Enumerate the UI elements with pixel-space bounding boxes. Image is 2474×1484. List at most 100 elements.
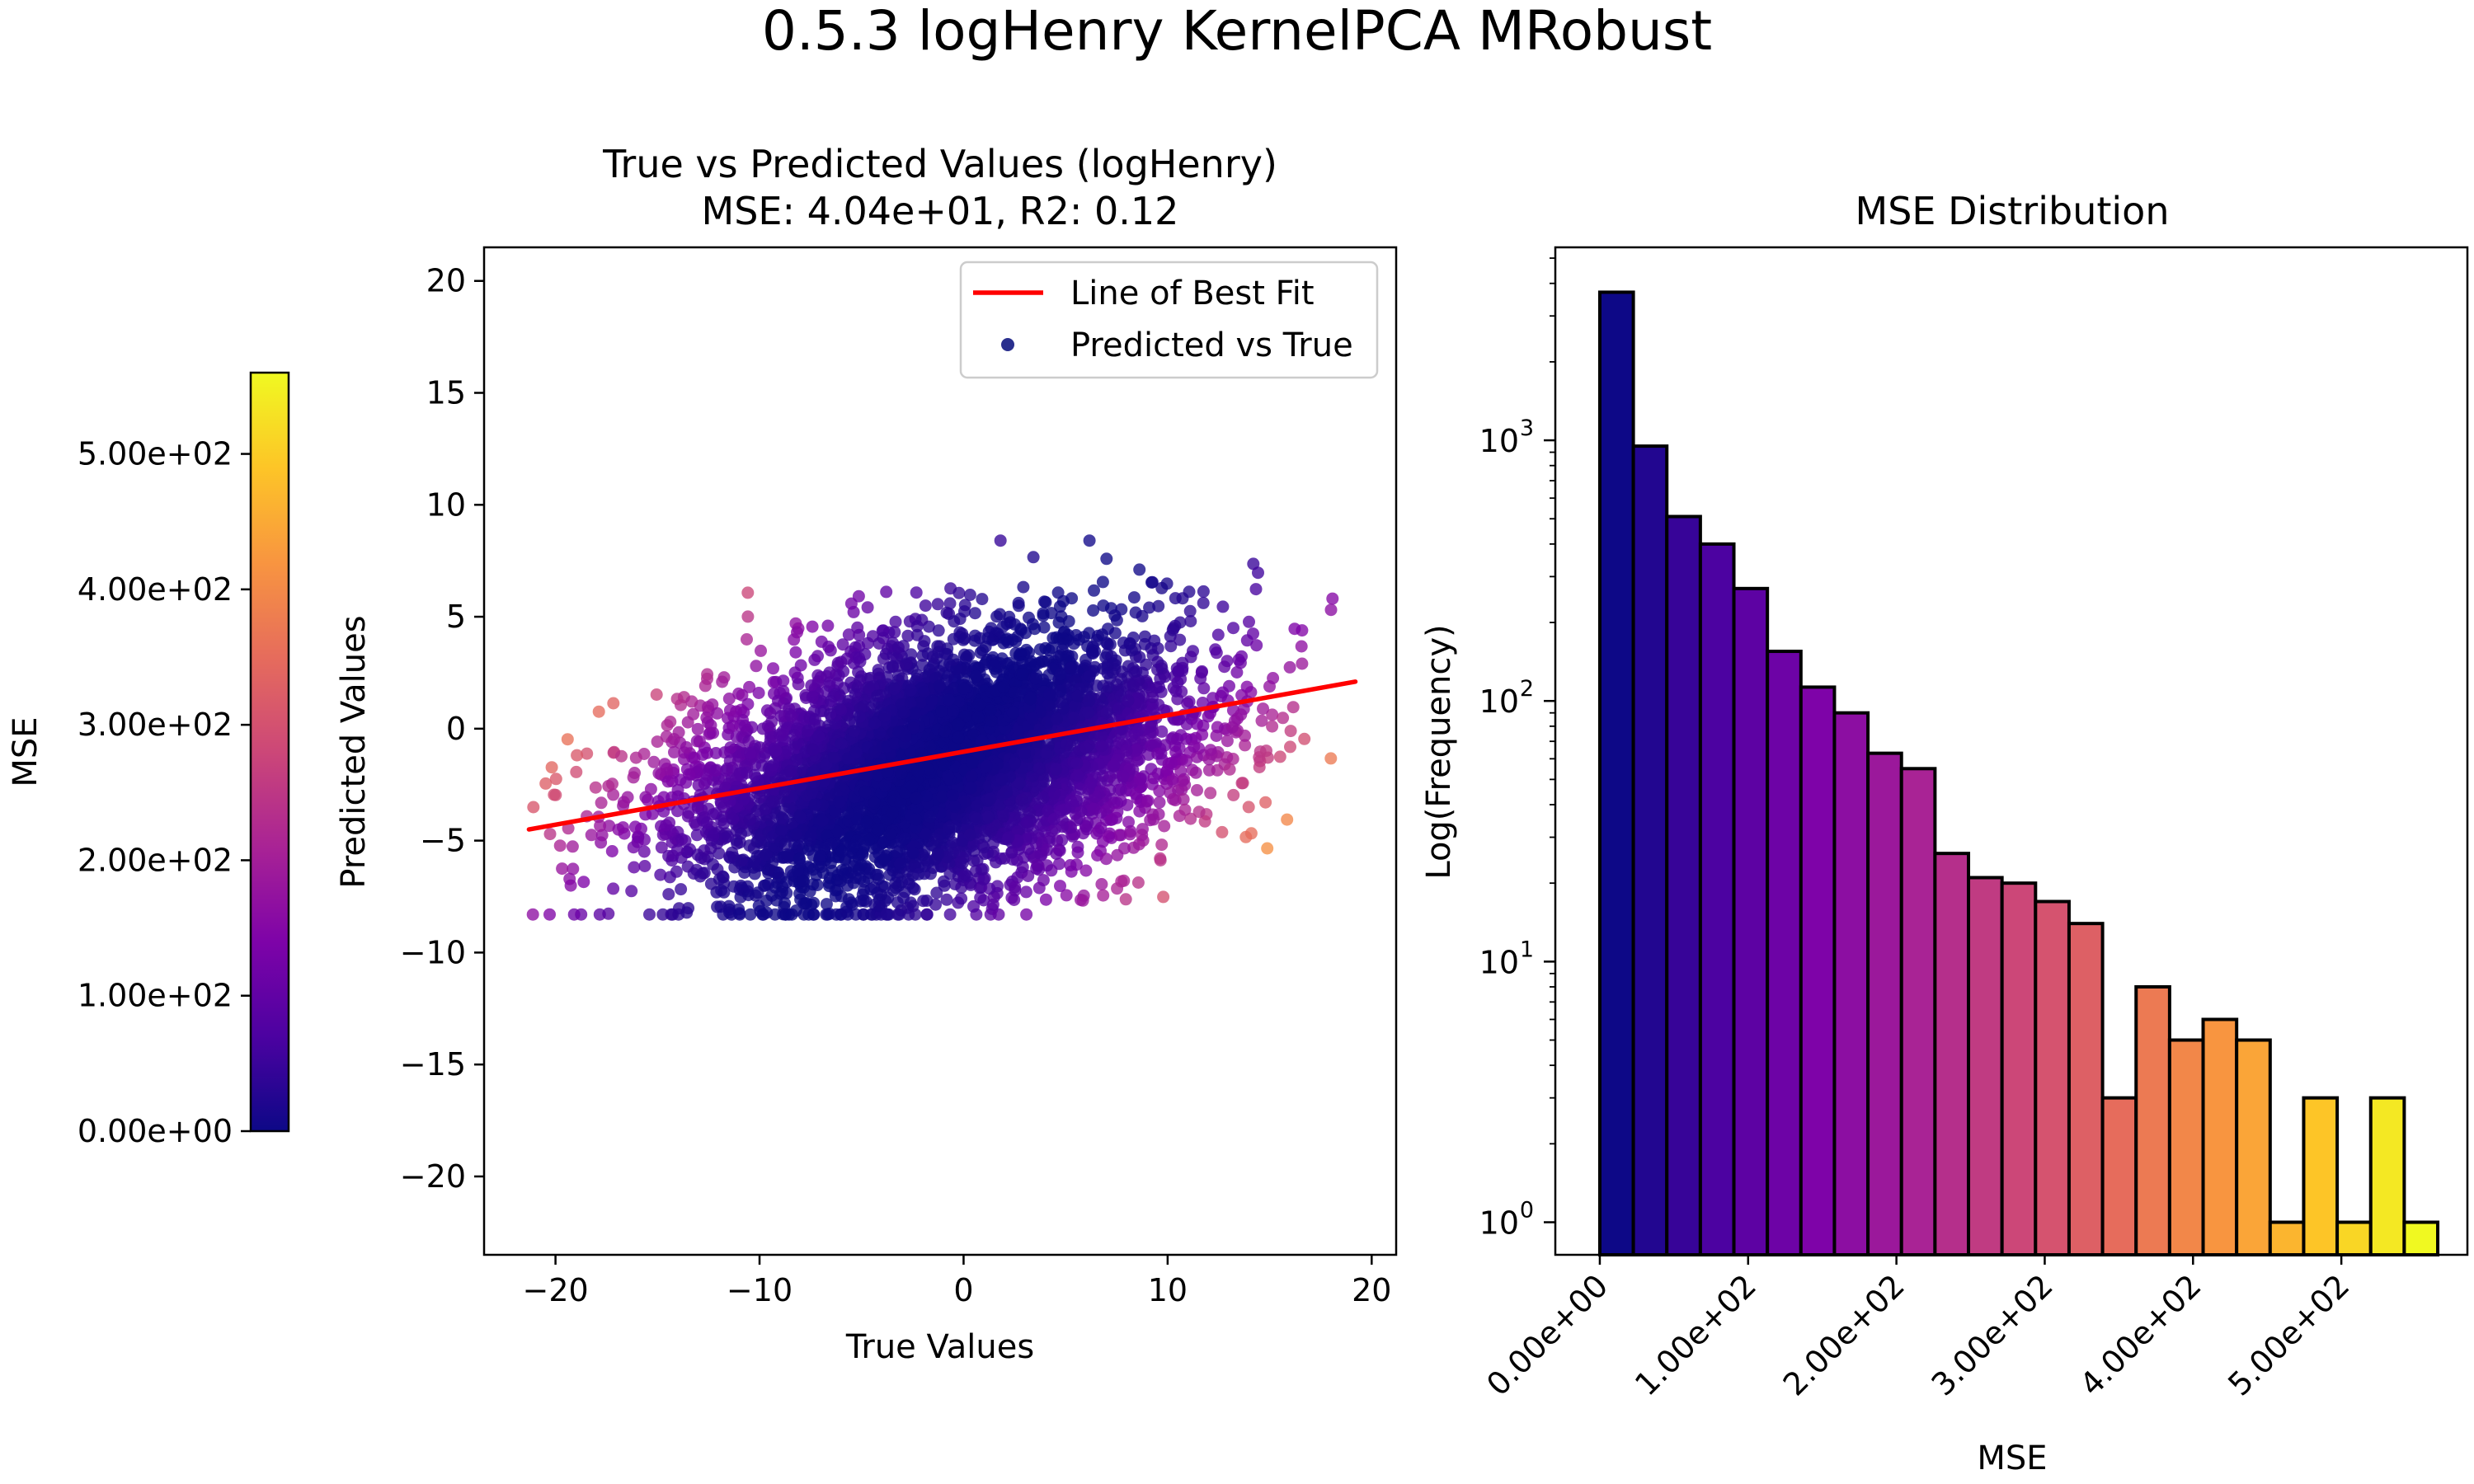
scatter-point xyxy=(915,613,929,627)
scatter-point xyxy=(1103,638,1117,651)
scatter-point xyxy=(615,749,628,763)
scatter-point xyxy=(978,658,991,671)
scatter-point xyxy=(1169,684,1183,697)
scatter-point xyxy=(1196,665,1208,678)
scatter-point xyxy=(1180,754,1193,768)
scatter-point xyxy=(1029,658,1042,671)
scatter-point xyxy=(1083,534,1096,547)
scatter-point xyxy=(1127,841,1141,854)
scatter-point xyxy=(875,889,887,901)
scatter-point xyxy=(1136,829,1149,842)
scatter-point xyxy=(754,904,767,918)
scatter-point xyxy=(1056,834,1069,847)
figure-title: 0.5.3 logHenry KernelPCA MRobust xyxy=(762,0,1712,63)
scatter-point xyxy=(617,796,630,809)
scatter-point xyxy=(603,819,616,833)
scatter-point xyxy=(1046,641,1058,655)
scatter-point xyxy=(1295,640,1308,653)
scatter-point xyxy=(940,606,953,619)
scatter-point xyxy=(920,908,934,921)
scatter-point xyxy=(1221,751,1234,764)
scatter-point xyxy=(1102,622,1114,636)
scatter-point xyxy=(727,880,741,893)
scatter-point xyxy=(1067,711,1080,725)
colorbar-tick-label: 1.00e+02 xyxy=(78,978,233,1014)
scatter-point xyxy=(1087,802,1100,815)
scatter-point xyxy=(806,620,819,633)
scatter-point xyxy=(893,857,906,871)
colorbar-tick-label: 0.00e+00 xyxy=(78,1113,233,1149)
scatter-point xyxy=(1022,870,1035,882)
colorbar-tick-label: 5.00e+02 xyxy=(78,436,233,472)
scatter-point xyxy=(952,695,965,708)
scatter-point xyxy=(681,716,694,729)
scatter-point xyxy=(794,893,807,906)
scatter-point xyxy=(628,861,641,874)
scatter-point xyxy=(663,871,676,884)
scatter-point xyxy=(752,687,765,699)
scatter-point xyxy=(1155,662,1169,675)
scatter-point xyxy=(1247,627,1259,641)
scatter-point xyxy=(958,868,971,881)
scatter-point xyxy=(681,846,694,859)
scatter-point xyxy=(797,908,811,921)
scatter-point xyxy=(1176,774,1189,787)
scatter-point xyxy=(1037,874,1050,887)
scatter-point xyxy=(637,845,651,858)
scatter-point xyxy=(836,638,849,651)
scatter-point xyxy=(1027,551,1040,564)
scatter-point xyxy=(820,898,833,911)
scatter-point xyxy=(1154,854,1167,866)
scatter-point xyxy=(1183,604,1197,618)
scatter-point xyxy=(785,818,798,830)
scatter-point xyxy=(741,610,755,623)
scatter-point xyxy=(1298,732,1311,745)
scatter-point xyxy=(607,697,620,710)
scatter-point xyxy=(785,908,798,921)
scatter-point xyxy=(943,867,957,881)
scatter-point xyxy=(1041,859,1054,872)
scatter-point xyxy=(1184,615,1197,627)
scatter-point xyxy=(1196,728,1209,741)
scatter-point xyxy=(977,873,990,886)
scatter-point xyxy=(789,646,802,659)
scatter-point xyxy=(931,598,944,611)
scatter-point xyxy=(1324,752,1338,765)
scatter-point xyxy=(1030,862,1043,875)
scatter-point xyxy=(1095,878,1108,890)
scatter-point xyxy=(605,845,618,857)
scatter-point xyxy=(1095,729,1108,742)
scatter-point xyxy=(1122,815,1135,829)
scatter-point xyxy=(835,845,849,858)
scatter-point xyxy=(1054,880,1066,893)
scatter-point xyxy=(553,839,567,852)
scatter-point xyxy=(701,746,713,759)
scatter-point xyxy=(1060,889,1073,902)
scatter-subtitle: MSE: 4.04e+01, R2: 0.12 xyxy=(702,189,1179,233)
scatter-point xyxy=(1155,838,1169,852)
scatter-point xyxy=(967,838,981,851)
scatter-point xyxy=(643,908,656,921)
scatter-point xyxy=(1033,643,1047,656)
scatter-point xyxy=(1015,793,1028,806)
scatter-point xyxy=(759,879,772,892)
scatter-point xyxy=(1053,600,1066,613)
scatter-point xyxy=(955,892,968,905)
scatter-point xyxy=(732,687,745,700)
scatter-point xyxy=(774,887,787,900)
scatter-point xyxy=(830,908,843,921)
scatter-point xyxy=(805,899,818,911)
scatter-point xyxy=(1236,777,1249,790)
scatter-point xyxy=(1191,784,1203,796)
scatter-point xyxy=(1118,842,1131,855)
scatter-point xyxy=(1250,639,1263,652)
scatter-point xyxy=(963,589,976,601)
scatter-point xyxy=(957,648,971,661)
scatter-point xyxy=(1129,787,1142,801)
scatter-point xyxy=(1324,603,1338,617)
scatter-point xyxy=(1013,777,1026,790)
scatter-point xyxy=(769,908,782,921)
scatter-point xyxy=(1221,655,1234,668)
scatter-point xyxy=(897,891,910,904)
scatter-point xyxy=(910,628,924,641)
